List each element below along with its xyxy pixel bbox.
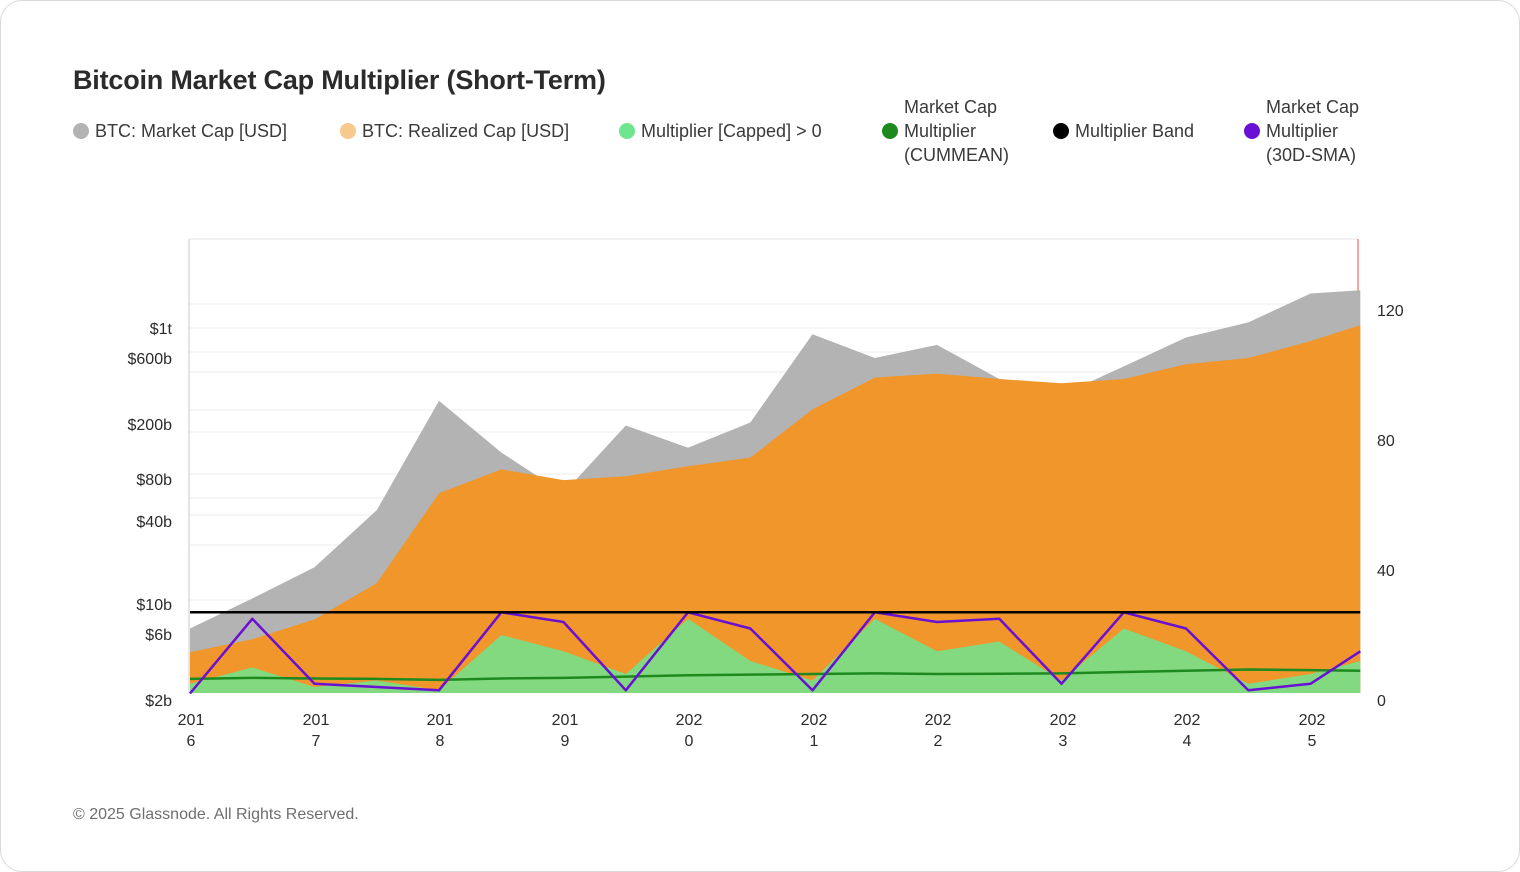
chart-title: Bitcoin Market Cap Multiplier (Short-Ter… [73,65,606,95]
legend-label: Market Cap Multiplier (30D-SMA) [1266,97,1360,165]
x-tick: 201 6 [177,712,205,750]
x-tick: 202 5 [1298,712,1326,750]
x-tick: 202 3 [1049,712,1077,750]
legend-dot [882,123,898,139]
multiplier-capped-area [190,618,1361,693]
legend-item-multiplier-band[interactable]: Multiplier Band [1053,119,1194,143]
y-left-tick: $40b [136,514,172,531]
x-tick: 201 9 [551,712,579,750]
legend-item-multiplier-capped[interactable]: Multiplier [Capped] > 0 [619,119,822,143]
legend-dot [340,123,356,139]
y-right-tick: 0 [1377,693,1386,710]
x-tick: 202 1 [800,712,828,750]
copyright-footer: © 2025 Glassnode. All Rights Reserved. [73,806,359,823]
legend-dot [619,123,635,139]
y-right-tick: 120 [1377,303,1404,320]
x-tick: 201 7 [302,712,330,750]
cummean-line [189,668,1361,682]
legend-dot [1053,123,1069,139]
sma-30d-line [189,611,1361,695]
y-left-tick: $200b [127,417,173,434]
x-tick: 202 2 [924,712,952,750]
legend-label: BTC: Realized Cap [USD] [362,121,570,141]
y-left-tick: $10b [136,597,172,614]
x-tick: 202 0 [675,712,703,750]
y-right-tick: 40 [1377,563,1395,580]
y-right-tick: 80 [1377,433,1395,450]
legend-item-realized-cap[interactable]: BTC: Realized Cap [USD] [340,119,569,143]
legend-dot [1244,123,1260,139]
y-left-tick: $80b [136,472,172,489]
legend-dot [73,123,89,139]
x-tick: 202 4 [1173,712,1201,750]
legend-label: BTC: Market Cap [USD] [95,121,288,141]
y-left-tick: $2b [145,693,172,710]
legend-label: Market Cap Multiplier (CUMMEAN) [904,97,1009,165]
legend-label: Multiplier [Capped] > 0 [641,121,822,141]
y-left-tick: $1t [149,321,172,338]
y-left-tick: $600b [127,351,173,368]
y-left-tick: $6b [145,627,172,644]
legend-item-cummean[interactable]: Market Cap Multiplier (CUMMEAN) [882,95,1009,167]
legend-item-30d-sma[interactable]: Market Cap Multiplier (30D-SMA) [1244,95,1359,167]
legend-item-market-cap[interactable]: BTC: Market Cap [USD] [73,119,287,143]
x-tick: 201 8 [426,712,454,750]
realized-cap-area [190,325,1361,693]
legend-label: Multiplier Band [1075,121,1195,141]
